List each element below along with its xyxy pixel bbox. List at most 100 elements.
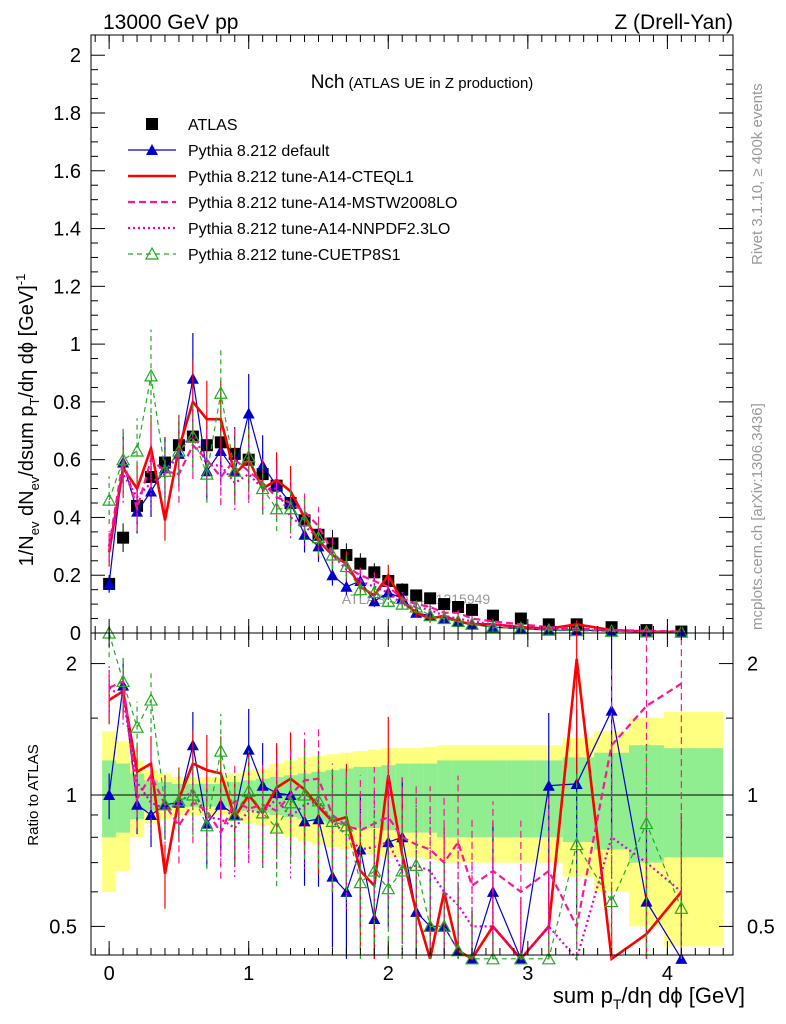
ylabel-part: 1/N <box>16 535 38 566</box>
ylabel-part: T <box>27 398 42 406</box>
y-tick-label: 0.2 <box>53 565 81 587</box>
main-title-sub: (ATLAS UE in Z production) <box>349 75 534 92</box>
data-point <box>569 837 584 851</box>
data-point <box>145 485 158 497</box>
legend: ATLAS Pythia 8.212 default Pythia 8.212 tu… <box>128 117 457 264</box>
data-point <box>213 743 228 757</box>
x-tick-label: 3 <box>522 963 533 985</box>
y-tick-label: 1.4 <box>53 219 81 241</box>
data-point <box>409 858 424 871</box>
data-point <box>199 466 214 480</box>
data-point <box>639 816 654 830</box>
ratio-series <box>102 625 689 965</box>
y-tick-label: 2 <box>70 45 81 67</box>
header-left: 13000 GeV pp <box>103 11 238 34</box>
legend-item: Pythia 8.212 tune-A14-NNPDF2.3LO <box>128 221 450 238</box>
legend-item: Pythia 8.212 tune-CUETP8S1 <box>128 246 401 264</box>
data-point <box>241 449 256 463</box>
data-point <box>353 875 368 889</box>
header-right: Z (Drell-Yan) <box>614 11 733 34</box>
data-point <box>325 547 340 561</box>
data-point <box>423 919 438 933</box>
data-point <box>367 863 382 877</box>
band-inner <box>663 748 724 858</box>
data-point <box>171 443 186 457</box>
x-tick-label: 4 <box>662 963 673 985</box>
data-point <box>381 593 396 607</box>
legend-item: Pythia 8.212 tune-A14-MSTW2008LO <box>128 195 457 212</box>
legend-label: Pythia 8.212 tune-CUETP8S1 <box>188 247 401 264</box>
ratio-line <box>108 679 682 930</box>
series-line <box>108 428 682 634</box>
data-point <box>541 622 556 636</box>
data-point <box>326 569 339 581</box>
data-point <box>485 951 500 965</box>
legend-item: Pythia 8.212 tune-A14-CTEQL1 <box>128 169 414 186</box>
data-point <box>604 894 619 908</box>
ylabel-part: ev <box>27 521 42 535</box>
data-point <box>297 513 312 526</box>
data-point <box>340 885 353 897</box>
data-point <box>513 621 528 635</box>
x-tick-label: 1 <box>243 963 254 985</box>
data-point <box>452 601 465 613</box>
ylabel-part: dN <box>16 490 38 521</box>
ratio-frame <box>90 632 734 956</box>
data-point <box>311 793 326 807</box>
data-point <box>242 743 255 755</box>
data-point <box>130 443 145 457</box>
legend-label: Pythia 8.212 default <box>188 143 330 160</box>
data-point <box>144 692 159 706</box>
legend-label: Pythia 8.212 tune-A14-CTEQL1 <box>188 169 414 186</box>
data-point <box>157 463 172 477</box>
ratio-ticks: 0.5 0.5 1 1 2 2 0 1 2 3 4 <box>49 35 775 985</box>
y-tick-label: 1 <box>70 334 81 356</box>
data-point <box>674 901 689 914</box>
main-title: Nch (ATLAS UE in Z production) <box>311 72 534 93</box>
data-point <box>485 619 500 633</box>
ratio-y-tick-label: 2 <box>66 654 77 676</box>
data-point <box>185 787 200 801</box>
data-point <box>325 814 340 827</box>
legend-label: Pythia 8.212 tune-A14-NNPDF2.3LO <box>188 221 450 238</box>
ratio-y-tick-label: 0.5 <box>49 916 77 938</box>
data-point <box>354 557 367 570</box>
legend-label: Pythia 8.212 tune-A14-MSTW2008LO <box>188 195 457 212</box>
ratio-line <box>108 685 682 961</box>
ratio-line <box>108 686 683 962</box>
data-point <box>541 951 556 965</box>
data-point <box>340 580 353 592</box>
data-point <box>185 429 200 443</box>
main-panel: Nch (ATLAS UE in Z production) 1/Nev dNev… <box>13 45 733 645</box>
data-point <box>396 583 409 596</box>
data-point <box>465 951 480 965</box>
ylabel-part: -1 <box>13 274 28 286</box>
data-point <box>171 793 186 807</box>
data-point <box>255 805 270 819</box>
data-point <box>241 783 256 797</box>
x-tick-label: 2 <box>383 963 394 985</box>
data-point <box>269 501 284 515</box>
ratio-y-tick-label-right: 2 <box>747 654 758 676</box>
data-point <box>227 807 242 821</box>
data-point <box>605 704 618 716</box>
data-point <box>395 596 410 610</box>
ratio-series-4 <box>102 625 689 965</box>
data-point <box>367 585 382 599</box>
y-tick-label: 0.8 <box>53 392 81 414</box>
ratio-y-tick-label-right: 1 <box>747 785 758 807</box>
data-point <box>144 246 160 260</box>
main-series <box>102 329 689 638</box>
data-point <box>213 385 228 399</box>
data-point <box>339 559 354 573</box>
data-point <box>381 881 396 895</box>
data-point <box>513 951 528 965</box>
rivet-label: Rivet 3.1.10, ≥ 400k events <box>749 83 766 265</box>
data-point <box>339 818 354 832</box>
data-point <box>311 530 326 544</box>
ratio-y-tick-label: 1 <box>66 785 77 807</box>
ratio-y-tick-label-right: 0.5 <box>747 916 775 938</box>
data-point <box>409 599 424 613</box>
data-point <box>117 531 130 544</box>
